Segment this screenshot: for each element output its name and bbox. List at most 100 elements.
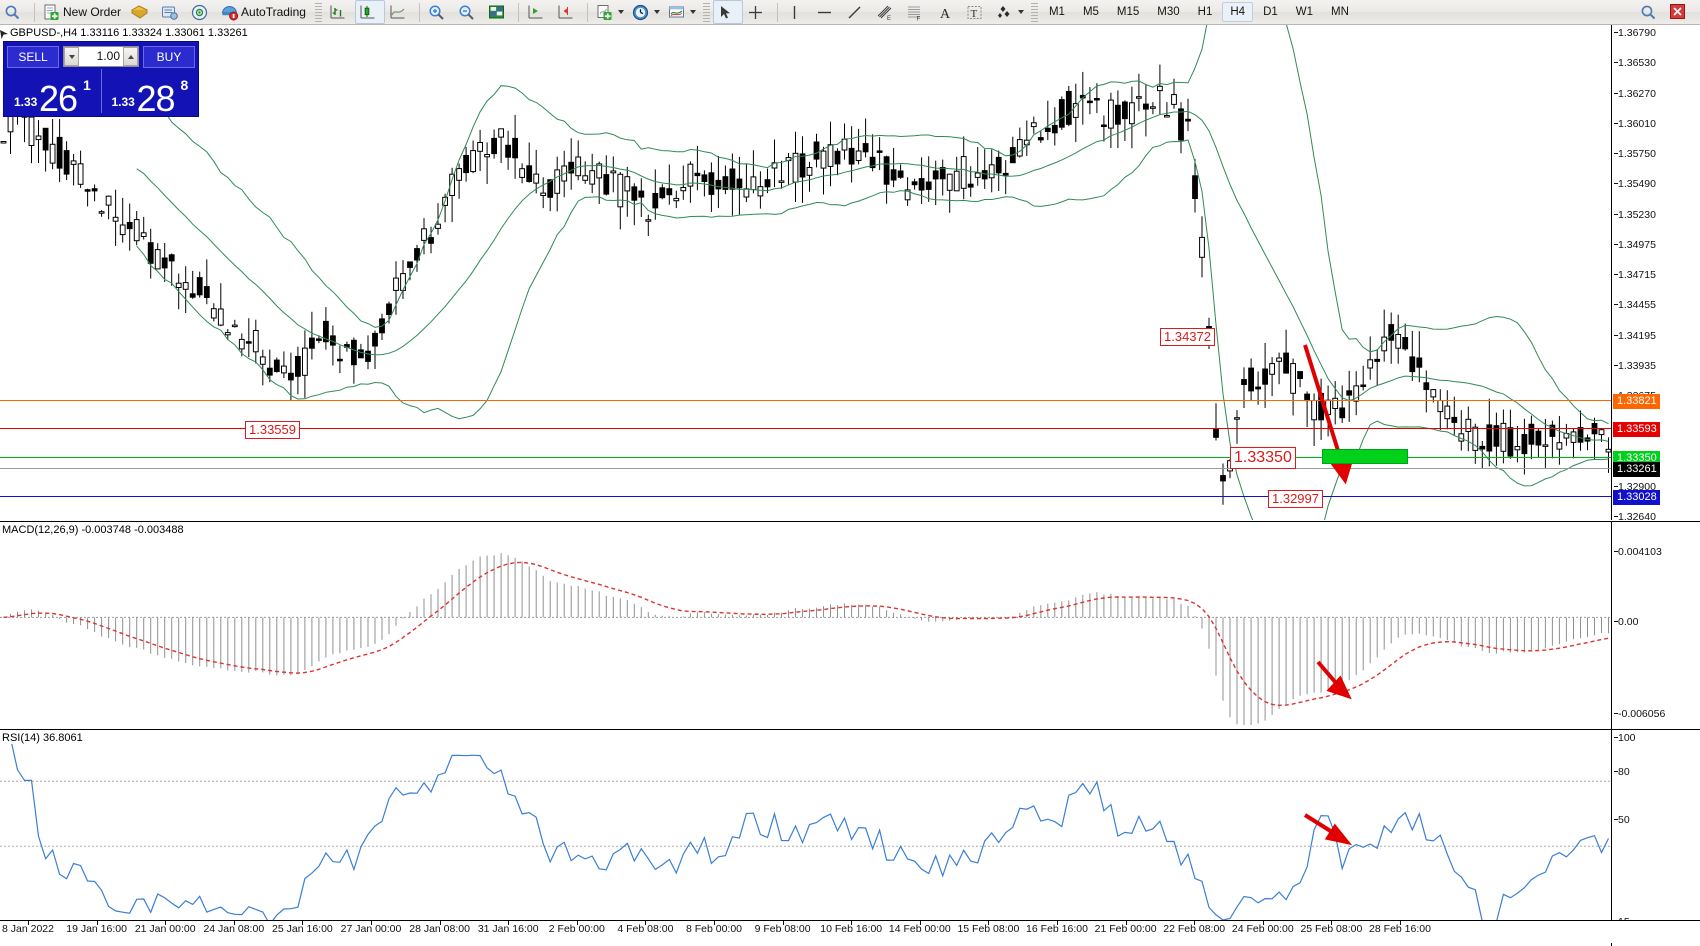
data-window-icon bbox=[488, 4, 505, 21]
rsi-tick: 80 bbox=[1614, 766, 1630, 778]
vertical-line-button[interactable] bbox=[782, 0, 812, 24]
text-button[interactable]: A bbox=[932, 0, 962, 24]
time-tick: 14 Feb 00:00 bbox=[888, 923, 951, 935]
toolbar-close-button[interactable] bbox=[1666, 0, 1696, 24]
time-tick: 8 Feb 00:00 bbox=[685, 923, 743, 935]
shapes-button[interactable] bbox=[992, 0, 1028, 24]
add-indicator-button[interactable] bbox=[592, 0, 628, 24]
rsi-tick: 100 bbox=[1614, 732, 1636, 744]
terminal-button[interactable] bbox=[157, 0, 187, 24]
rsi-axis[interactable]: 100805015 bbox=[1611, 730, 1700, 946]
time-gridline bbox=[1331, 921, 1333, 925]
timeframe-h4[interactable]: H4 bbox=[1222, 2, 1254, 22]
equidistant-channel-button[interactable]: E bbox=[872, 0, 902, 24]
navigator-button[interactable] bbox=[187, 0, 217, 24]
buy-button[interactable]: BUY bbox=[143, 45, 195, 68]
new-order-button[interactable]: New Order bbox=[39, 0, 127, 24]
time-gridline bbox=[96, 921, 98, 925]
toolbar-grip[interactable] bbox=[314, 2, 322, 22]
line-chart-button[interactable] bbox=[385, 0, 415, 24]
price-tag-1-33028[interactable]: 1.33028 bbox=[1613, 490, 1660, 505]
one-click-trading-panel[interactable]: SELL 1.00 BUY 1.33 26 1 1.33 28 bbox=[3, 41, 199, 117]
toolbar-grip-3[interactable] bbox=[1030, 2, 1038, 22]
price-tick: 1.34195 bbox=[1614, 329, 1656, 342]
green-zone-block[interactable] bbox=[1322, 449, 1408, 464]
period-button[interactable] bbox=[628, 0, 664, 24]
zoom-in-button[interactable] bbox=[424, 0, 454, 24]
templates-button[interactable] bbox=[664, 0, 700, 24]
timeframe-m30[interactable]: M30 bbox=[1157, 6, 1180, 18]
timeframe-m1[interactable]: M1 bbox=[1048, 6, 1065, 18]
level-line-grey-last bbox=[0, 468, 1612, 469]
templates-icon bbox=[668, 4, 685, 21]
time-axis[interactable]: 8 Jan 2022 19 Jan 16:00 21 Jan 00:00 24 Jan… bbox=[0, 920, 1700, 943]
autotrading-button[interactable]: AutoTrading bbox=[217, 0, 312, 24]
auto-scroll-button[interactable] bbox=[553, 0, 583, 24]
price-tick: 1.34455 bbox=[1614, 299, 1656, 312]
level-line-green[interactable] bbox=[0, 457, 1612, 458]
time-tick: 19 Jan 16:00 bbox=[66, 923, 127, 935]
annotation-1-33350[interactable]: 1.33350 bbox=[1230, 447, 1296, 469]
annotation-1-33559[interactable]: 1.33559 bbox=[245, 421, 300, 439]
bar-chart-button[interactable] bbox=[325, 0, 355, 24]
annotation-1-32997[interactable]: 1.32997 bbox=[1268, 490, 1323, 508]
price-tag-1-33593[interactable]: 1.33593 bbox=[1613, 422, 1660, 437]
trendline-button[interactable] bbox=[842, 0, 872, 24]
buy-price[interactable]: 1.33 28 8 bbox=[105, 69, 196, 117]
timeframe-m15[interactable]: M15 bbox=[1116, 6, 1140, 18]
text-label-button[interactable]: T bbox=[962, 0, 992, 24]
market-watch-button[interactable] bbox=[127, 0, 157, 24]
price-plot[interactable]: 1.34372 1.33559 1.33350 1.32997 1.32706 bbox=[0, 25, 1612, 520]
cursor-button[interactable] bbox=[712, 0, 743, 24]
horizontal-line-button[interactable] bbox=[812, 0, 842, 24]
macd-plot[interactable] bbox=[0, 522, 1612, 729]
toolbar-grip-2[interactable] bbox=[702, 2, 710, 22]
level-line-orange[interactable] bbox=[0, 400, 1612, 401]
timeframe-mn[interactable]: MN bbox=[1331, 6, 1349, 18]
clock-icon bbox=[632, 4, 649, 21]
data-window-button[interactable] bbox=[484, 0, 514, 24]
rsi-series-svg bbox=[0, 737, 1612, 926]
chart-shift-button[interactable] bbox=[523, 0, 553, 24]
price-pane[interactable]: GBPUSD-,H4 1.33116 1.33324 1.33061 1.332… bbox=[0, 25, 1700, 539]
sell-button[interactable]: SELL bbox=[7, 45, 59, 68]
chevron-down-icon-2[interactable] bbox=[653, 10, 660, 14]
sell-price[interactable]: 1.33 26 1 bbox=[7, 69, 98, 117]
candlestick-chart-button[interactable] bbox=[354, 0, 385, 24]
volume-increment-button[interactable] bbox=[123, 47, 138, 66]
price-axis[interactable]: 1.36790 1.36530 1.36270 1.36010 1.35750 1.354… bbox=[1611, 25, 1700, 539]
chevron-down-icon-3[interactable] bbox=[689, 10, 696, 14]
macd-axis[interactable]: 0.004103 0.00 -0.006056 bbox=[1611, 522, 1700, 729]
rsi-plot[interactable] bbox=[0, 730, 1612, 946]
toolbar-search-right-icon[interactable] bbox=[1636, 0, 1666, 24]
timeframe-h1[interactable]: H1 bbox=[1197, 6, 1213, 18]
timeframe-d1[interactable]: D1 bbox=[1263, 6, 1278, 18]
level-line-red[interactable] bbox=[0, 428, 1612, 429]
crosshair-button[interactable] bbox=[743, 0, 773, 24]
volume-decrement-button[interactable] bbox=[64, 47, 79, 66]
annotation-1-34372[interactable]: 1.34372 bbox=[1160, 328, 1215, 346]
zoom-out-button[interactable] bbox=[454, 0, 484, 24]
macd-tick: 0.004103 bbox=[1614, 546, 1662, 558]
fibonacci-button[interactable]: F bbox=[902, 0, 932, 24]
macd-pane[interactable]: MACD(12,26,9) -0.003748 -0.003488 0.0041… bbox=[0, 521, 1700, 729]
chevron-down-icon-4[interactable] bbox=[1017, 10, 1024, 14]
timeframe-w1[interactable]: W1 bbox=[1295, 6, 1314, 18]
cursor-icon bbox=[717, 4, 734, 21]
rsi-pane[interactable]: RSI(14) 36.8061 100805015 bbox=[0, 729, 1700, 946]
time-tick: 21 Feb 00:00 bbox=[1094, 923, 1157, 935]
search-icon[interactable] bbox=[0, 0, 30, 24]
volume-stepper[interactable]: 1.00 bbox=[63, 46, 139, 67]
chart-canvas[interactable]: GBPUSD-,H4 1.33116 1.33324 1.33061 1.332… bbox=[0, 25, 1700, 946]
chevron-down-icon[interactable] bbox=[617, 10, 624, 14]
time-tick: 28 Jan 08:00 bbox=[409, 923, 470, 935]
add-indicator-icon bbox=[596, 4, 613, 21]
level-line-blue-1[interactable] bbox=[0, 496, 1612, 497]
svg-text:E: E bbox=[887, 16, 891, 21]
timeframe-m5[interactable]: M5 bbox=[1082, 6, 1099, 18]
timeframe-bar: M1 M5 M15 M30 H1 H4 D1 W1 MN bbox=[1041, 2, 1357, 22]
line-chart-icon bbox=[389, 4, 406, 21]
price-tag-1-33821[interactable]: 1.33821 bbox=[1613, 394, 1660, 409]
time-gridline bbox=[165, 921, 167, 925]
volume-value[interactable]: 1.00 bbox=[79, 47, 123, 66]
